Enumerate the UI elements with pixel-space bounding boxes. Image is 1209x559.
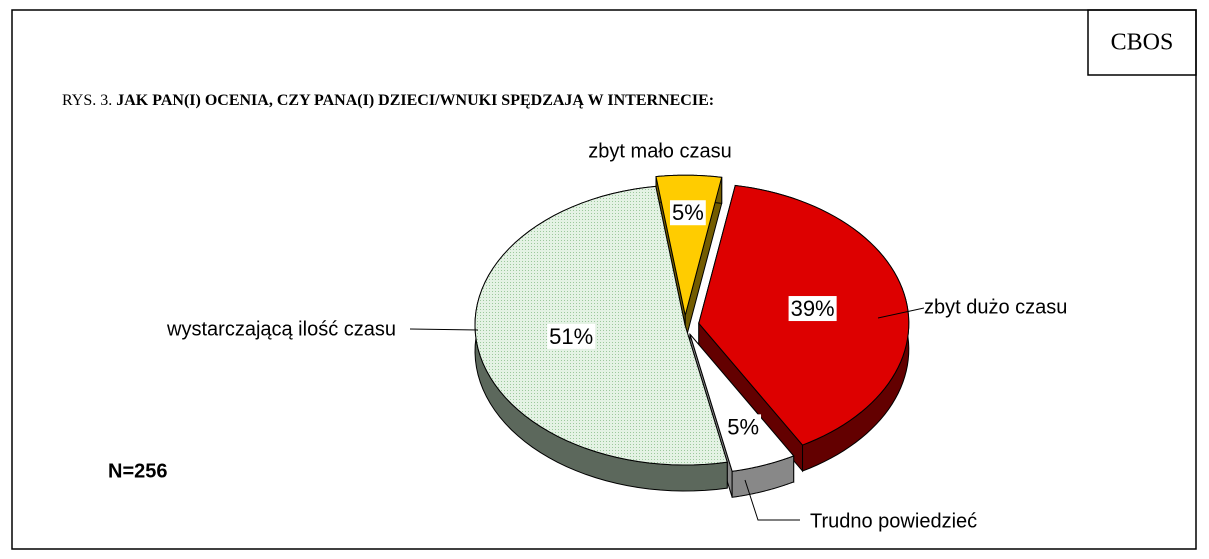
value-label: 5% xyxy=(727,414,759,439)
value-label-bg xyxy=(669,200,706,226)
category-label: Trudno powiedzieć xyxy=(810,510,977,532)
note: N=256 xyxy=(108,460,168,482)
value-label: 39% xyxy=(791,296,835,321)
source: CBOS xyxy=(1111,30,1174,56)
value-label-bg xyxy=(547,323,596,349)
value-label-bg xyxy=(725,414,762,440)
title-text: JAK PAN(I) OCENIA, CZY PANA(I) DZIECI/WN… xyxy=(116,92,714,109)
frame xyxy=(11,9,1197,550)
leader-line xyxy=(877,307,925,319)
slice xyxy=(689,333,795,472)
chart-title: RYS. 3. JAK PAN(I) OCENIA, CZY PANA(I) D… xyxy=(62,92,714,109)
category-label: zbyt dużo czasu xyxy=(924,296,1067,318)
source-box xyxy=(1087,9,1197,76)
leader-line xyxy=(409,328,479,331)
category-label: wystarczającą ilość czasu xyxy=(166,318,396,340)
slice xyxy=(474,185,728,466)
title-prefix: RYS. 3. xyxy=(62,92,112,109)
value-label-bg xyxy=(788,296,837,322)
leader-line xyxy=(744,479,800,521)
value-label: 5% xyxy=(672,200,704,225)
category-label: zbyt mało czasu xyxy=(588,140,731,162)
value-label: 51% xyxy=(549,324,593,349)
